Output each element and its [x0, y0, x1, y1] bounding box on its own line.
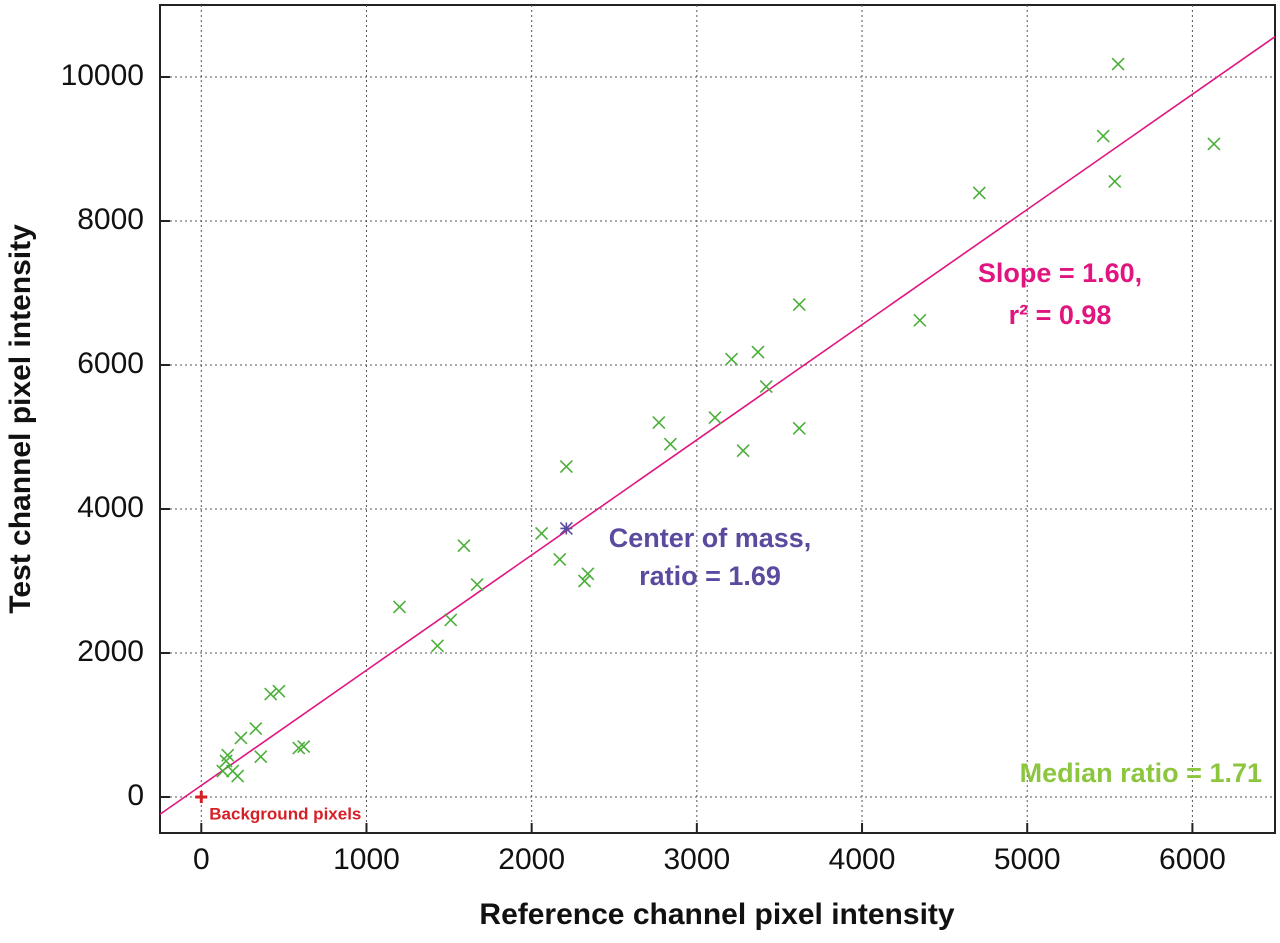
scatter-point	[1207, 137, 1221, 151]
y-tick-label: 10000	[61, 59, 144, 92]
scatter-point	[736, 444, 750, 458]
x-tick-label: 1000	[333, 843, 400, 876]
scatter-point	[559, 459, 573, 474]
annotation: Median ratio = 1.71	[1020, 758, 1262, 788]
scatter-point	[559, 521, 573, 536]
scatter-point	[663, 437, 677, 451]
x-tick-label: 3000	[663, 843, 730, 876]
scatter-point	[219, 754, 233, 768]
annotation: Center of mass,	[609, 523, 812, 553]
scatter-point	[430, 639, 445, 653]
scatter-point	[292, 741, 306, 755]
y-tick-label: 8000	[77, 203, 144, 236]
scatter-point	[759, 380, 773, 394]
x-tick-label: 5000	[994, 843, 1061, 876]
scatter-point	[457, 539, 471, 553]
scatter-point	[272, 684, 286, 698]
y-tick-label: 2000	[77, 635, 144, 668]
scatter-point	[972, 186, 986, 200]
scatter-point	[577, 574, 592, 588]
y-axis-title: Test channel pixel intensity	[4, 224, 37, 614]
x-axis-title: Reference channel pixel intensity	[479, 898, 954, 931]
scatter-point	[297, 740, 311, 754]
scatter-point	[216, 764, 230, 778]
scatter-point	[1108, 174, 1122, 188]
y-tick-label: 6000	[77, 347, 144, 380]
scatter-point	[195, 791, 208, 803]
x-tick-label: 6000	[1159, 843, 1226, 876]
x-tick-label: 2000	[498, 843, 565, 876]
scatter-point	[1096, 129, 1110, 143]
scatter-point	[392, 600, 407, 614]
plot-frame	[159, 4, 1276, 834]
scatter-point	[1111, 57, 1125, 71]
scatter-point	[751, 345, 765, 359]
scatter-point	[792, 297, 806, 312]
scatter-point	[581, 567, 595, 581]
scatter-point	[444, 613, 458, 627]
scatter-point	[264, 687, 278, 701]
annotation: r² = 0.98	[1009, 300, 1112, 330]
annotation: ratio = 1.69	[639, 561, 781, 591]
x-tick-label: 4000	[829, 843, 896, 876]
scatter-point	[249, 722, 263, 736]
scatter-point	[652, 416, 666, 430]
series-label: Background pixels	[209, 804, 361, 823]
x-tick-label: 0	[193, 843, 210, 876]
scatter-point	[724, 352, 739, 366]
scatter-point	[234, 731, 248, 745]
y-tick-label: 0	[127, 779, 144, 812]
y-tick-label: 4000	[77, 491, 144, 524]
scatter-point	[708, 410, 722, 425]
scatter-point	[470, 578, 484, 592]
scatter-point	[535, 526, 549, 541]
scatter-point	[553, 552, 567, 566]
fit-line	[159, 36, 1276, 815]
scatter-point	[913, 313, 927, 327]
scatter-point	[254, 750, 268, 764]
annotation: Slope = 1.60,	[978, 258, 1142, 288]
scatter-point	[226, 764, 240, 778]
scatter-point	[792, 421, 806, 435]
